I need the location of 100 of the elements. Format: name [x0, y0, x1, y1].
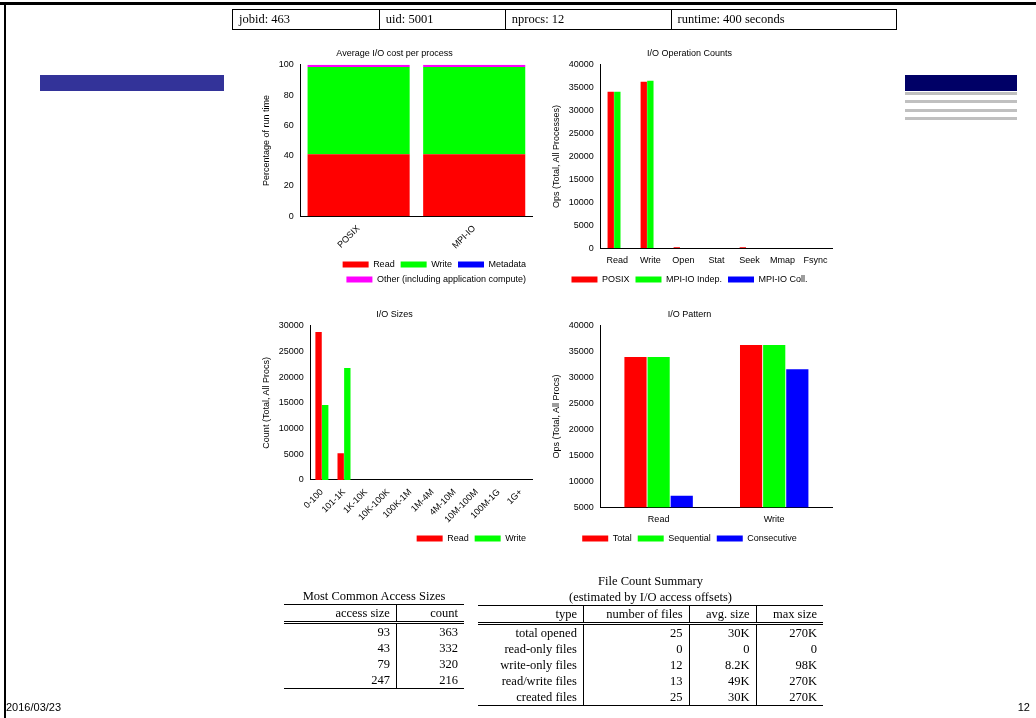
bar [423, 154, 526, 217]
bar [647, 80, 654, 249]
x-tick-label: Mmap [769, 255, 795, 266]
chart-title: I/O Pattern [667, 308, 712, 319]
text: (estimated by I/O access offsets) [568, 589, 733, 605]
text: 30K [728, 626, 750, 640]
y-tick-label: 5000 [283, 448, 304, 459]
x-tick-label: 1G+ [504, 486, 525, 507]
x-tick-label: Stat [708, 255, 725, 266]
text: 0 [810, 642, 817, 656]
y-axis-title: Ops (Total, All Processes) [550, 104, 561, 209]
text: 270K [789, 690, 817, 704]
bar [640, 81, 647, 249]
chart-title: Average I/O cost per process [336, 47, 454, 58]
legend-label: Sequential [668, 532, 711, 543]
text: uid: 5001 [378, 10, 505, 29]
bar [322, 404, 329, 480]
text: read/write files [501, 674, 577, 688]
text: 8.2K [724, 658, 750, 672]
y-tick-label: 25000 [278, 345, 304, 356]
legend-label: Other (including application compute) [376, 273, 527, 284]
text: read-only files [504, 642, 577, 656]
legend-label: MPI-IO Indep. [665, 273, 723, 284]
y-tick-label: 0 [298, 474, 304, 485]
text: 25 [670, 626, 683, 640]
legend-label: Read [447, 532, 469, 543]
text: 320 [439, 657, 458, 671]
text: 270K [789, 626, 817, 640]
legend-label: POSIX [601, 273, 630, 284]
text: 30K [728, 690, 750, 704]
bar [337, 453, 344, 480]
y-tick-label: 10000 [278, 423, 304, 434]
text: nprocs: 12 [504, 10, 671, 29]
y-axis-title: Ops (Total, All Procs) [550, 374, 561, 459]
text: 79 [377, 657, 390, 671]
text: runtime: 400 seconds [670, 10, 896, 29]
y-axis-title: Percentage of run time [260, 94, 271, 187]
y-tick-label: 60 [283, 119, 294, 130]
y-tick-label: 0 [288, 210, 294, 221]
legend-label: Metadata [488, 258, 527, 269]
category-label: access size [334, 605, 391, 622]
y-tick-label: 25000 [568, 128, 594, 139]
bar [614, 91, 621, 249]
text: created files [516, 690, 577, 704]
x-tick-label: Open [672, 255, 695, 266]
text: 247 [371, 673, 390, 687]
y-tick-label: 80 [283, 89, 294, 100]
category-label: number of files [583, 605, 690, 624]
text: 216 [439, 673, 458, 687]
text: 93 [377, 625, 390, 639]
y-axis-title: Count (Total, All Procs) [260, 357, 271, 449]
legend-label: Write [505, 532, 527, 543]
y-tick-label: 35000 [568, 82, 594, 93]
bar [423, 67, 526, 155]
y-tick-label: 35000 [568, 346, 594, 357]
y-tick-label: 20000 [568, 423, 594, 434]
y-tick-label: 30000 [278, 320, 304, 331]
y-tick-label: 20000 [278, 371, 304, 382]
chart-title: I/O Sizes [376, 308, 414, 319]
y-tick-label: 40000 [568, 59, 594, 70]
bar [607, 91, 614, 249]
y-tick-label: 10000 [568, 475, 594, 486]
y-tick-label: 15000 [568, 449, 594, 460]
y-tick-label: 5000 [573, 219, 594, 230]
y-tick-label: 40000 [568, 320, 594, 331]
y-tick-label: 15000 [278, 397, 304, 408]
y-tick-label: 30000 [568, 105, 594, 116]
text: 0 [676, 642, 683, 656]
y-tick-label: 100 [278, 59, 294, 70]
legend-label: MPI-IO Coll. [758, 273, 808, 284]
y-tick-label: 20000 [568, 150, 594, 161]
y-tick-label: 25000 [568, 398, 594, 409]
bar [315, 331, 322, 480]
text: 25 [670, 690, 683, 704]
text: 98K [795, 658, 817, 672]
text: 0 [743, 642, 750, 656]
legend-label: Consecutive [747, 532, 797, 543]
text: 13 [670, 674, 683, 688]
text: 49K [728, 674, 750, 688]
x-tick-label: Seek [739, 255, 761, 266]
text: 43 [377, 641, 390, 655]
y-tick-label: 5000 [573, 501, 594, 512]
text: 270K [789, 674, 817, 688]
text: total opened [515, 626, 577, 640]
text: 12 [1016, 701, 1031, 713]
x-tick-label: Write [639, 255, 661, 266]
y-tick-label: 15000 [568, 173, 594, 184]
category-label: max size [756, 605, 823, 624]
x-tick-label: Read [606, 255, 629, 266]
text: 2016/03/23 [5, 701, 63, 713]
text: File Count Summary [597, 573, 704, 589]
y-tick-label: 10000 [568, 196, 594, 207]
y-tick-label: 40 [283, 150, 294, 161]
y-tick-label: 20 [283, 180, 294, 191]
category-label: avg. size [689, 605, 757, 624]
y-tick-label: 0 [588, 242, 594, 253]
chart-title: I/O Operation Counts [646, 47, 733, 58]
x-tick-label: Fsync [803, 255, 828, 266]
bar [344, 367, 351, 480]
legend-label: Total [612, 532, 632, 543]
